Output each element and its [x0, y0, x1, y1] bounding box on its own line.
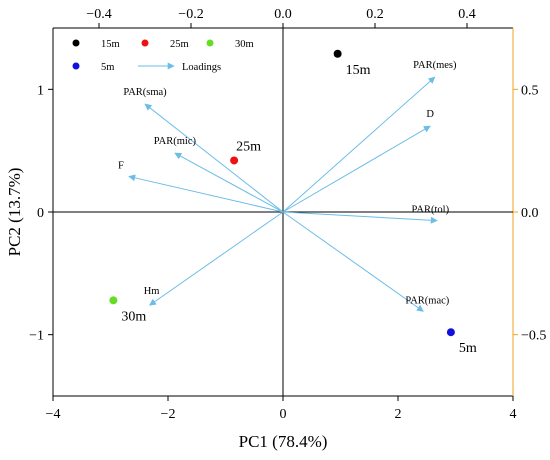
loading-arrow — [282, 125, 431, 213]
top-tick-label: −0.4 — [86, 7, 111, 22]
top-tick-label: 0.0 — [274, 7, 292, 22]
sample-point-label: 25m — [236, 139, 261, 154]
y-tick-label: 0 — [37, 206, 44, 221]
legend-marker — [72, 62, 80, 70]
x-tick-label: 0 — [280, 407, 287, 422]
loading-label: F — [118, 160, 124, 171]
right-tick-label: 0.5 — [521, 83, 539, 98]
loading-arrow — [282, 211, 424, 312]
loading-arrow — [282, 76, 436, 213]
legend-label: 25m — [170, 39, 189, 50]
x-tick-label: 4 — [510, 407, 517, 422]
y-axis-title: PC2 (13.7%) — [5, 168, 24, 257]
sample-point-label: 5m — [459, 341, 477, 356]
legend-label: Loadings — [182, 62, 221, 73]
loading-label: PAR(mac) — [405, 295, 449, 306]
sample-point — [446, 328, 455, 337]
loading-arrow — [128, 174, 284, 213]
top-tick-label: 0.4 — [458, 7, 476, 22]
x-tick-label: 2 — [395, 407, 402, 422]
loading-label: PAR(mes) — [413, 60, 457, 71]
sample-point — [230, 156, 239, 165]
loading-arrow — [149, 211, 284, 306]
axis-ticks: −4 −2 0 2 4 −1 0 1 −0.4 −0.2 0.0 0.2 0.4 −0.5 0.0 0.5 — [29, 7, 546, 422]
y-tick-label: 1 — [37, 83, 44, 98]
legend-label: 30m — [235, 39, 254, 50]
right-tick-label: 0.0 — [521, 206, 539, 221]
legend-marker — [206, 39, 214, 47]
legend-label: 5m — [101, 62, 114, 73]
legend-label: 15m — [101, 39, 120, 50]
loading-arrow — [144, 103, 284, 213]
loading-label: PAR(sma) — [123, 87, 167, 98]
sample-point — [333, 49, 342, 58]
loading-label: D — [426, 109, 434, 120]
legend-marker — [72, 39, 80, 47]
right-tick-label: −0.5 — [521, 329, 546, 344]
x-tick-label: −4 — [46, 407, 61, 422]
loading-arrow — [174, 152, 284, 213]
legend-marker — [141, 39, 149, 47]
loading-label: PAR(tol) — [412, 205, 450, 216]
sample-point-label: 15m — [346, 63, 371, 78]
top-tick-label: −0.2 — [178, 7, 203, 22]
y-tick-label: −1 — [29, 329, 44, 344]
loading-arrows: PAR(mes) D PAR(tol) PAR(mac) PAR(sma) PAR(mic… — [118, 60, 457, 312]
x-tick-label: −2 — [161, 407, 176, 422]
x-axis-title: PC1 (78.4%) — [239, 432, 328, 451]
loading-label: Hm — [144, 286, 160, 297]
sample-point-label: 30m — [121, 309, 146, 324]
loading-label: PAR(mic) — [154, 136, 197, 147]
loading-arrow — [282, 211, 438, 224]
sample-points: 15m 25m 30m 5m — [109, 49, 477, 356]
sample-point — [109, 296, 118, 305]
top-tick-label: 0.2 — [366, 7, 384, 22]
legend: 15m 25m 30m 5m Loadings — [72, 39, 254, 73]
